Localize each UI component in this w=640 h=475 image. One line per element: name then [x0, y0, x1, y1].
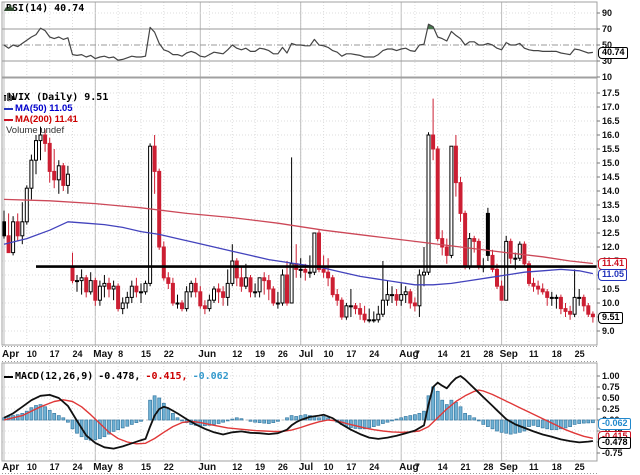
svg-text:10: 10	[27, 462, 37, 472]
svg-text:Sep: Sep	[500, 462, 518, 473]
svg-text:16.5: 16.5	[602, 116, 620, 126]
svg-text:19: 19	[255, 349, 265, 359]
macd-signal-value: -0.415,	[145, 371, 188, 382]
svg-text:24: 24	[369, 349, 379, 359]
symbol-label: $VIX (Daily) 9.51	[6, 92, 109, 103]
svg-text:17.5: 17.5	[602, 88, 620, 98]
svg-text:15: 15	[141, 349, 151, 359]
svg-text:24: 24	[72, 349, 82, 359]
svg-text:26: 26	[278, 349, 288, 359]
svg-text:16.0: 16.0	[602, 130, 620, 140]
svg-text:17.0: 17.0	[602, 102, 620, 112]
axis-badge: -0.478	[598, 436, 631, 449]
svg-text:24: 24	[369, 462, 379, 472]
svg-text:15: 15	[141, 462, 151, 472]
svg-text:25: 25	[575, 462, 585, 472]
svg-text:28: 28	[483, 462, 493, 472]
svg-text:28: 28	[483, 349, 493, 359]
svg-text:70: 70	[602, 24, 612, 34]
volume-label: Volume undef	[6, 125, 65, 136]
svg-text:11: 11	[529, 462, 539, 472]
svg-text:Jun: Jun	[198, 349, 216, 360]
svg-text:17: 17	[50, 349, 60, 359]
svg-text:13.5: 13.5	[602, 200, 620, 210]
svg-text:0.50: 0.50	[602, 393, 620, 403]
svg-text:8: 8	[118, 349, 123, 359]
svg-text:12: 12	[232, 349, 242, 359]
svg-text:14.0: 14.0	[602, 186, 620, 196]
svg-text:-0.75: -0.75	[602, 448, 623, 458]
svg-text:17: 17	[346, 462, 356, 472]
svg-text:Apr: Apr	[2, 349, 19, 360]
svg-text:7: 7	[415, 462, 420, 472]
svg-text:30: 30	[602, 56, 612, 66]
svg-text:13.0: 13.0	[602, 214, 620, 224]
svg-text:10.0: 10.0	[602, 298, 620, 308]
svg-text:Sep: Sep	[500, 349, 518, 360]
svg-text:9.0: 9.0	[602, 326, 615, 336]
svg-text:0.75: 0.75	[602, 382, 620, 392]
svg-text:Aug: Aug	[399, 349, 418, 360]
svg-text:Jun: Jun	[198, 462, 216, 473]
svg-text:12.5: 12.5	[602, 228, 620, 238]
macd-legend: MACD(12,26,9) -0.478, -0.415, -0.062	[4, 371, 229, 382]
svg-text:17: 17	[346, 349, 356, 359]
rsi-legend-label: RSI(14) 40.74	[6, 3, 85, 14]
svg-text:26: 26	[278, 462, 288, 472]
svg-text:14: 14	[438, 349, 448, 359]
ma200-line-swatch	[4, 118, 13, 121]
svg-text:May: May	[93, 349, 113, 360]
svg-text:8: 8	[118, 462, 123, 472]
svg-text:21: 21	[461, 462, 471, 472]
svg-text:1.00: 1.00	[602, 371, 620, 381]
svg-text:11: 11	[529, 349, 539, 359]
ma200-label: MA(200) 11.41	[15, 114, 78, 125]
svg-text:Aug: Aug	[399, 462, 418, 473]
svg-text:12: 12	[232, 462, 242, 472]
svg-text:25: 25	[575, 349, 585, 359]
svg-text:May: May	[93, 462, 113, 473]
svg-text:10: 10	[27, 349, 37, 359]
macd-value: -0.478,	[98, 371, 141, 382]
svg-text:7: 7	[415, 349, 420, 359]
svg-text:19: 19	[255, 462, 265, 472]
svg-text:90: 90	[602, 8, 612, 18]
svg-text:10: 10	[324, 349, 334, 359]
svg-text:17: 17	[50, 462, 60, 472]
macd-hist-value: -0.062	[192, 371, 229, 382]
svg-text:10: 10	[602, 72, 612, 82]
svg-text:15.0: 15.0	[602, 158, 620, 168]
axis-badge: 9.51	[598, 311, 623, 324]
ma50-label: MA(50) 11.05	[15, 103, 73, 114]
svg-text:Jul: Jul	[299, 462, 314, 473]
macd-legend-name: MACD(12,26,9)	[15, 371, 94, 382]
svg-text:15.5: 15.5	[602, 144, 620, 154]
macd-line-swatch	[4, 375, 13, 378]
svg-text:22: 22	[164, 462, 174, 472]
svg-text:0.25: 0.25	[602, 404, 620, 414]
svg-text:Apr: Apr	[2, 462, 19, 473]
svg-text:14.5: 14.5	[602, 172, 620, 182]
axis-badge: 11.41	[598, 257, 628, 270]
rsi-legend: RSI(14) 40.74	[4, 3, 84, 14]
axis-badge: -0.062	[598, 417, 631, 430]
axis-badge: 11.05	[598, 268, 628, 281]
svg-text:50: 50	[602, 40, 612, 50]
svg-text:22: 22	[164, 349, 174, 359]
ma50-line-swatch	[4, 107, 13, 110]
svg-text:21: 21	[461, 349, 471, 359]
axis-badge: 40.74	[598, 46, 628, 59]
svg-text:18: 18	[552, 462, 562, 472]
svg-text:14: 14	[438, 462, 448, 472]
svg-text:10: 10	[324, 462, 334, 472]
svg-text:12.0: 12.0	[602, 242, 620, 252]
svg-text:24: 24	[72, 462, 82, 472]
svg-text:18: 18	[552, 349, 562, 359]
svg-text:Jul: Jul	[299, 349, 314, 360]
price-legend: $VIX (Daily) 9.51 MA(50) 11.05 MA(200) 1…	[4, 92, 108, 136]
svg-text:10.5: 10.5	[602, 284, 620, 294]
